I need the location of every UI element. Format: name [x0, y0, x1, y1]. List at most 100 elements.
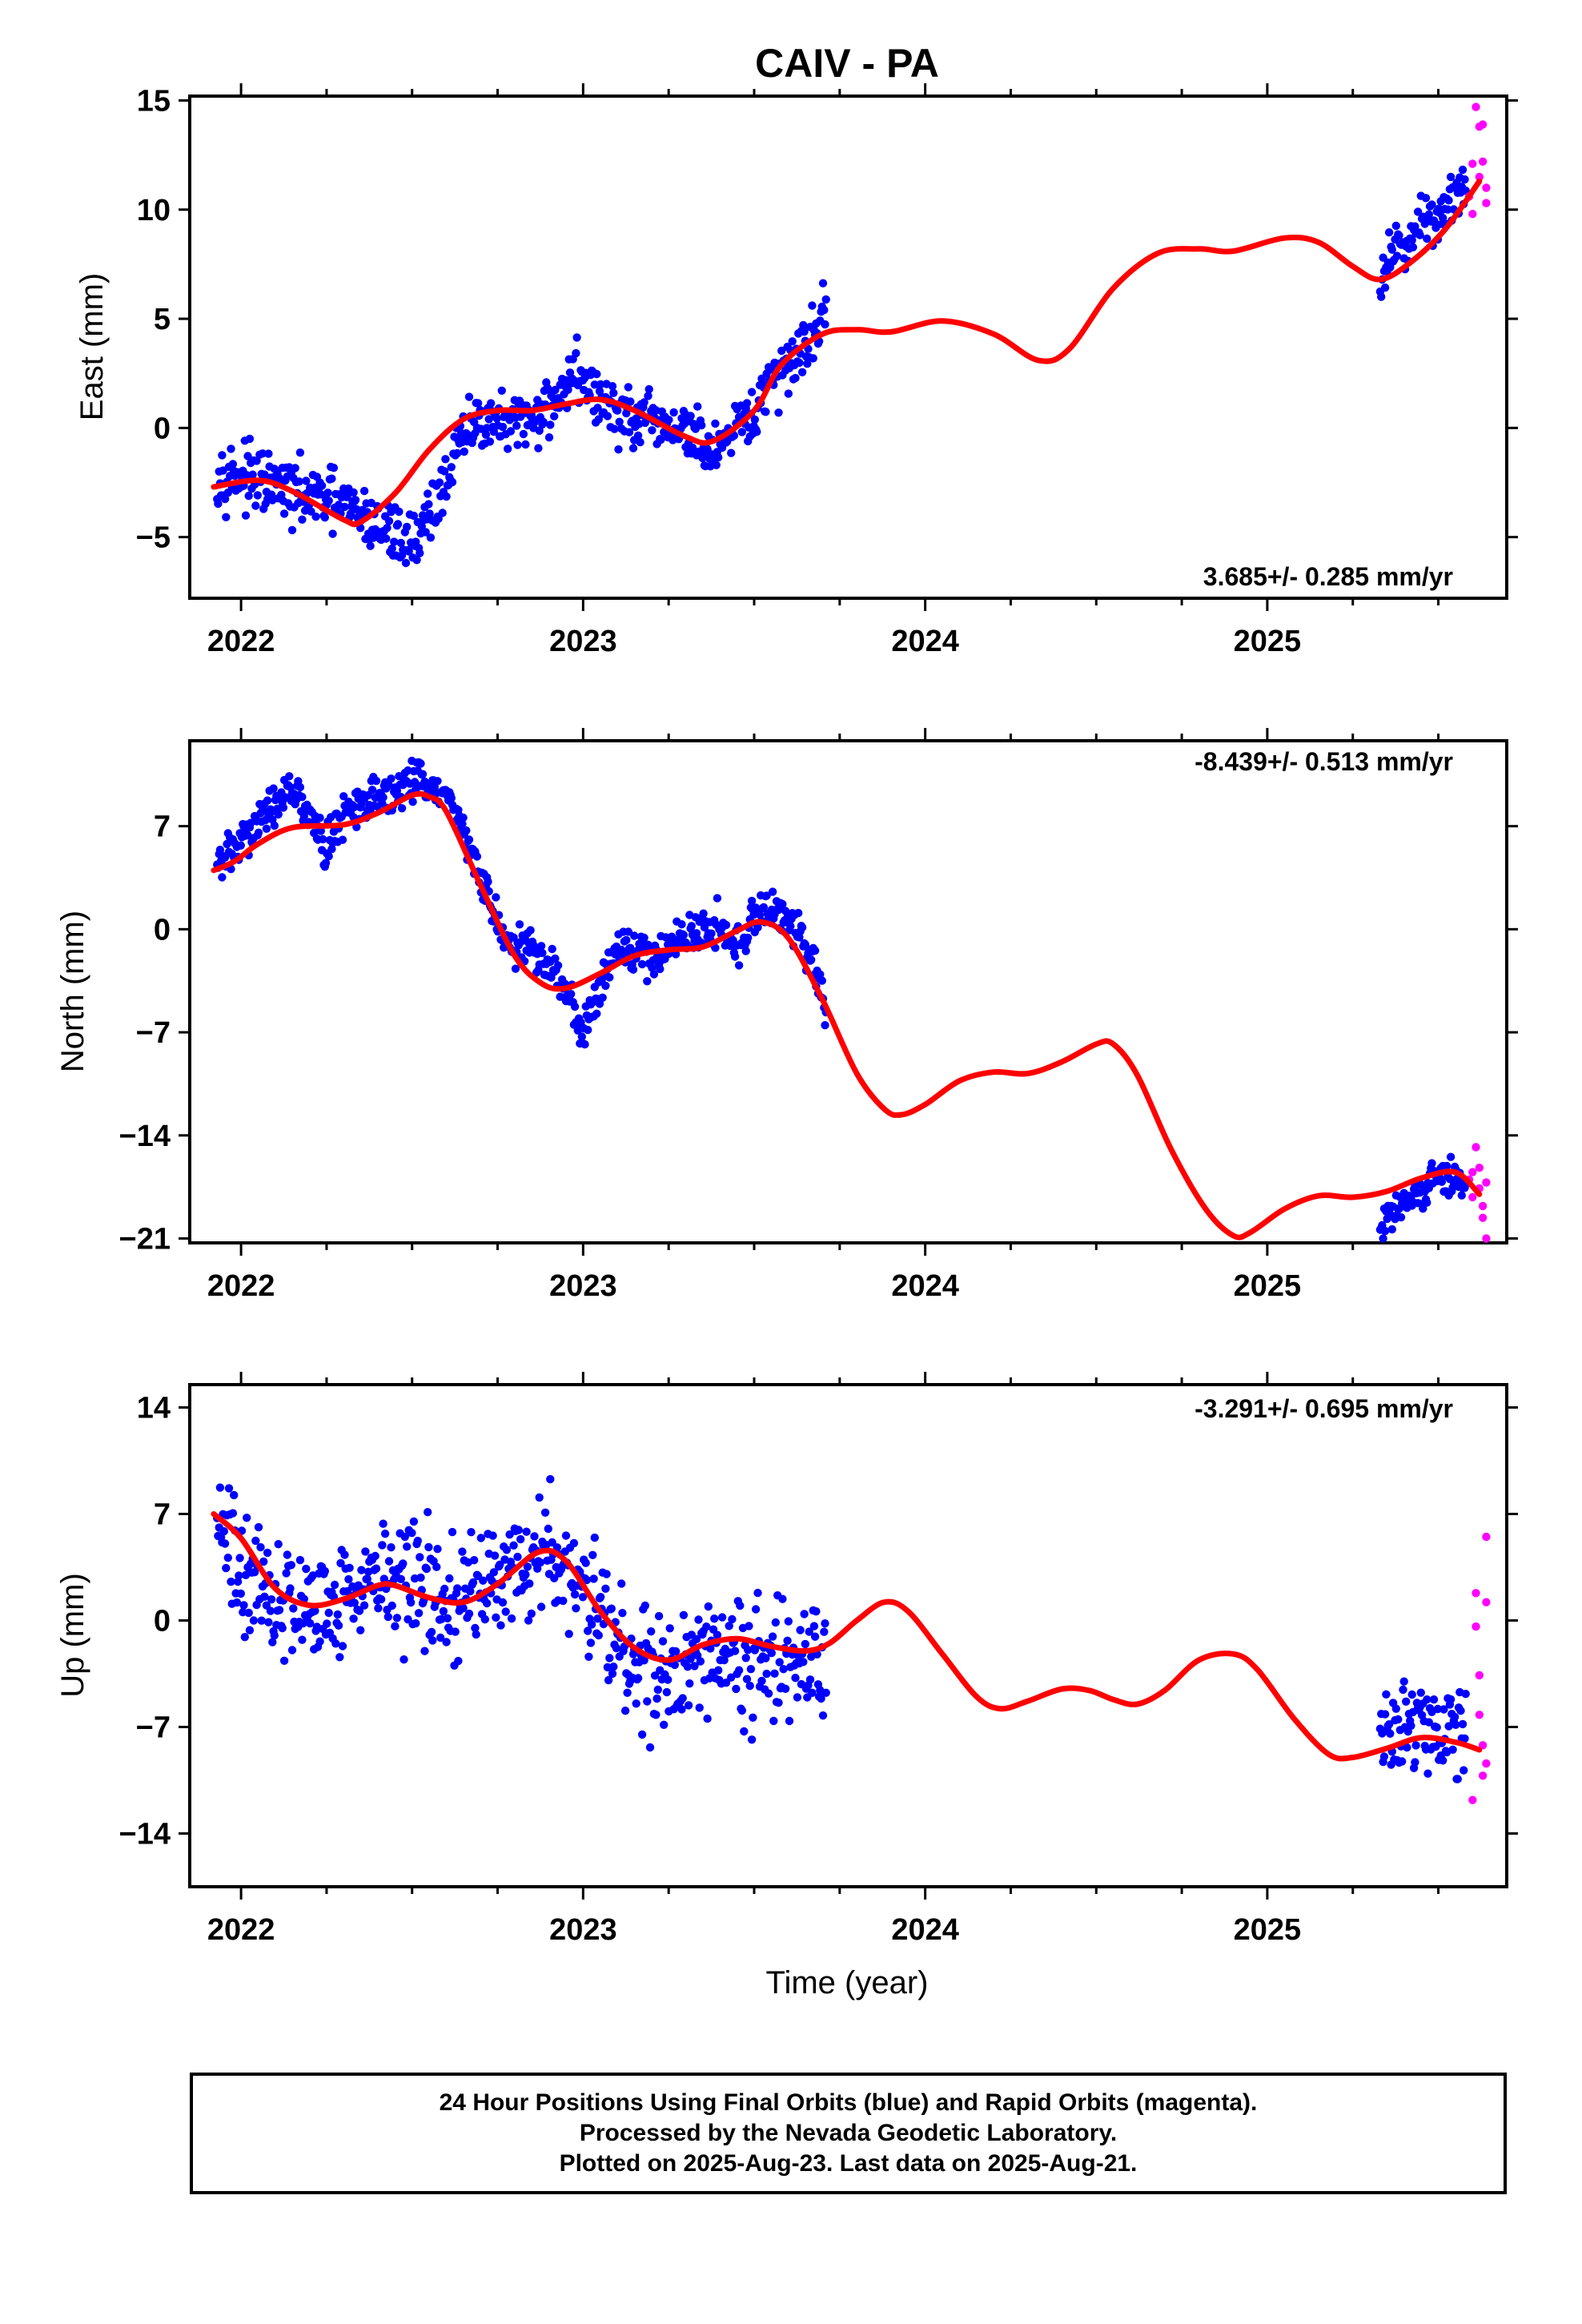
final-orbit-point [412, 1618, 420, 1628]
final-orbit-point [462, 826, 471, 835]
up-ticks: 14 7 0 −7 −14 2022 2023 2024 2025 [119, 1372, 1518, 1947]
final-orbit-point [770, 1669, 779, 1678]
final-orbit-point [678, 1694, 687, 1703]
north-xtick-label: 2022 [207, 1269, 275, 1303]
final-orbit-point [1427, 1159, 1436, 1168]
final-orbit-point [727, 448, 736, 457]
final-orbit-point [383, 524, 391, 533]
final-orbit-point [728, 1614, 737, 1624]
final-orbit-point [259, 806, 268, 815]
east-panel: 15 10 5 0 −5 2022 2023 2024 2025 East (mm) 3.685… [74, 83, 1518, 658]
footer-line-2: Processed by the Nevada Geodetic Laborat… [579, 2120, 1118, 2146]
final-orbit-point [664, 1675, 673, 1684]
final-orbit-point [379, 793, 387, 802]
final-orbit-point [361, 1547, 370, 1556]
final-orbit-point [224, 1484, 234, 1493]
north-ytick-label: −21 [119, 1222, 171, 1256]
final-orbit-point [730, 952, 740, 961]
final-orbit-point [656, 964, 665, 974]
final-orbit-point [741, 1654, 750, 1663]
final-orbit-point [416, 549, 424, 557]
final-orbit-point [536, 942, 546, 951]
final-orbit-point [816, 970, 825, 979]
final-orbit-point [757, 1676, 766, 1686]
final-orbit-point [1411, 222, 1419, 231]
final-orbit-point [427, 1627, 436, 1637]
east-xtick-label: 2025 [1234, 625, 1302, 658]
final-orbit-point [487, 399, 496, 408]
rapid-orbit-point [1482, 1759, 1491, 1768]
final-orbit-point [340, 502, 349, 512]
final-orbit-point [484, 415, 493, 424]
final-orbit-point [279, 1656, 289, 1665]
final-orbit-point [344, 1574, 353, 1584]
final-orbit-point [598, 993, 607, 1003]
up-model [211, 1511, 1483, 1762]
final-orbit-point [658, 1637, 668, 1646]
final-orbit-point [239, 1601, 248, 1610]
final-orbit-point [750, 415, 759, 424]
final-orbit-point [275, 1606, 284, 1614]
model-fit-curve [211, 1511, 1483, 1762]
final-orbit-point [253, 491, 262, 500]
final-orbit-point [420, 1647, 429, 1655]
final-orbit-point [721, 1679, 731, 1687]
final-orbit-point [609, 388, 618, 397]
final-orbit-point [496, 1560, 504, 1570]
final-orbit-point [626, 397, 635, 406]
final-orbit-point [264, 1618, 273, 1626]
final-orbit-point [278, 1623, 287, 1633]
final-orbit-point [1448, 1745, 1457, 1754]
final-orbit-point [534, 444, 543, 452]
final-orbit-point [618, 1609, 627, 1618]
final-orbit-point [472, 852, 482, 861]
final-orbit-point [488, 1531, 497, 1540]
final-orbit-point [516, 1534, 525, 1544]
final-orbit-point [637, 1730, 647, 1739]
final-orbit-point [425, 509, 434, 518]
final-orbit-point [492, 414, 501, 423]
final-orbit-point [761, 1654, 770, 1663]
final-orbit-point [521, 440, 530, 449]
final-orbit-point [379, 1574, 388, 1583]
final-orbit-point [665, 416, 673, 424]
final-orbit-point [620, 1707, 630, 1715]
final-orbit-point [784, 1617, 793, 1626]
final-orbit-point [324, 1608, 333, 1618]
final-orbit-point [259, 1557, 268, 1566]
final-orbit-point [356, 1626, 365, 1634]
final-orbit-point [744, 933, 753, 943]
up-xtick-label: 2025 [1234, 1913, 1302, 1947]
final-orbit-point [572, 348, 580, 358]
final-orbit-point [671, 1647, 681, 1656]
final-orbit-point [416, 759, 425, 768]
final-orbit-point [252, 456, 261, 465]
final-orbit-point [791, 373, 800, 383]
final-orbit-point [498, 422, 508, 432]
final-orbit-point [1399, 1677, 1408, 1686]
up-ytick-label: 14 [137, 1392, 171, 1425]
final-orbit-point [1431, 223, 1440, 232]
final-orbit-point [1407, 235, 1416, 245]
final-orbit-point [222, 513, 231, 521]
final-orbit-point [232, 1598, 242, 1607]
final-orbit-point [800, 328, 809, 336]
rapid-orbit-point [1475, 1671, 1484, 1680]
final-orbit-point [761, 408, 770, 416]
final-orbit-point [648, 426, 656, 435]
final-orbit-point [740, 1727, 749, 1736]
final-orbit-point [614, 445, 623, 454]
north-xtick-label: 2024 [891, 1269, 959, 1303]
final-orbit-point [330, 1580, 339, 1590]
final-orbit-point [302, 476, 311, 485]
final-orbit-point [711, 419, 720, 428]
rapid-orbit-point [1478, 120, 1488, 129]
final-orbit-point [640, 933, 648, 943]
final-orbit-point [702, 1622, 711, 1631]
final-orbit-point [445, 1574, 454, 1583]
final-orbit-point [448, 1527, 457, 1537]
final-orbit-point [230, 1490, 239, 1500]
final-orbit-point [384, 1557, 394, 1566]
final-orbit-point [669, 408, 678, 417]
final-orbit-point [546, 420, 555, 429]
